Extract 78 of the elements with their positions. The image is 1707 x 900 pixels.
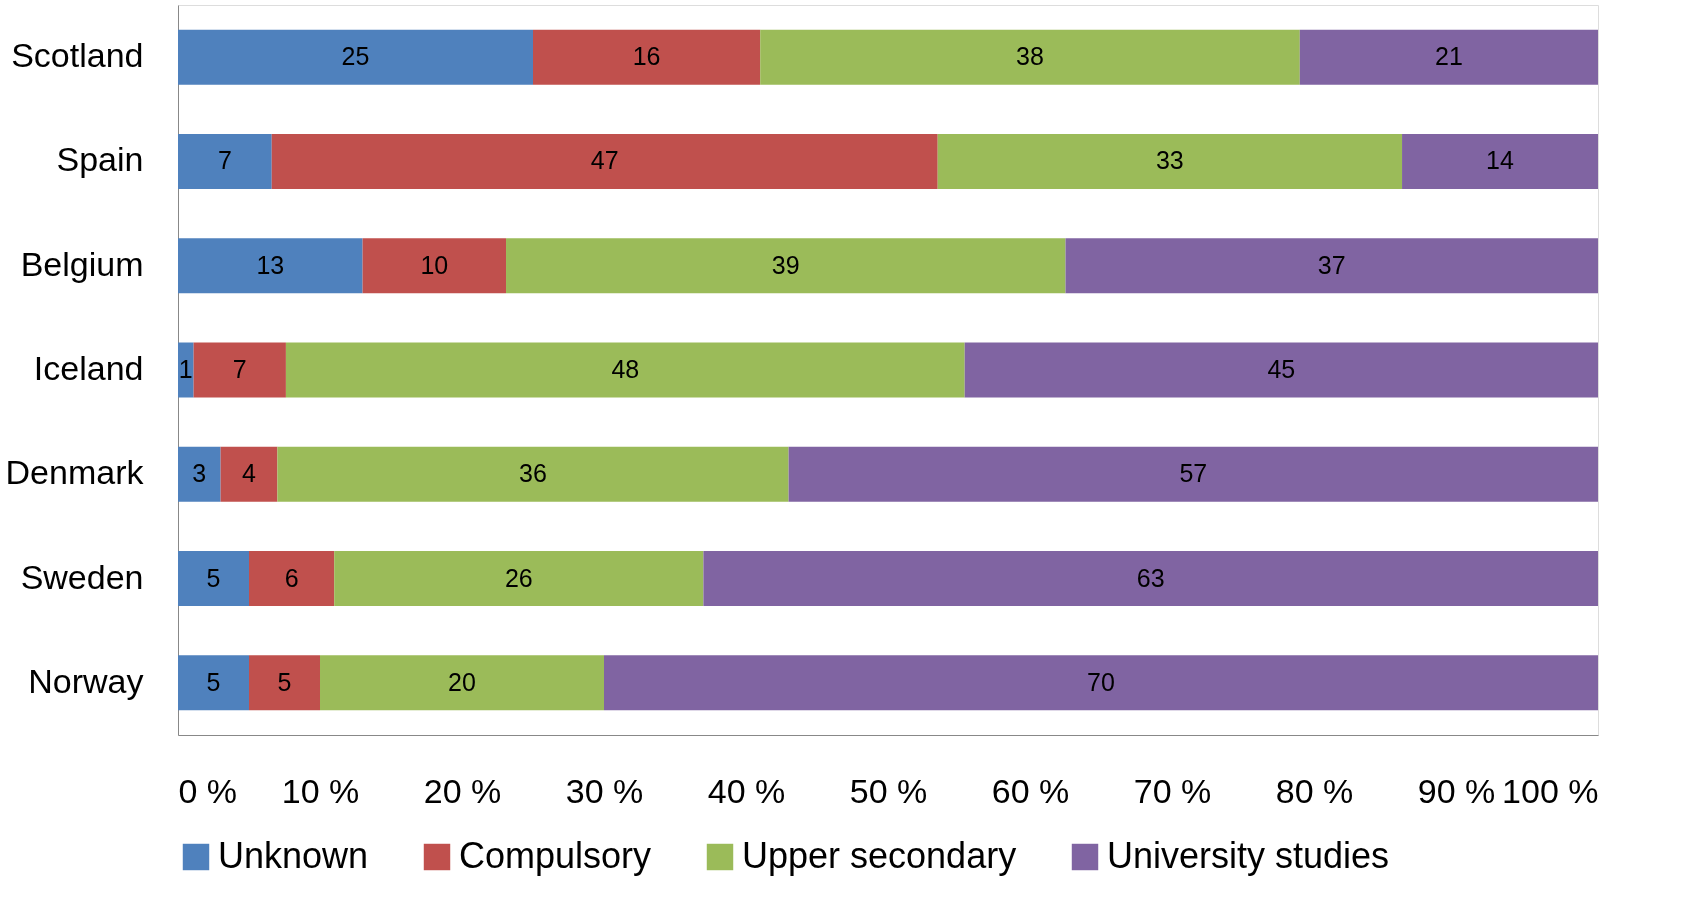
- bar: [178, 238, 363, 294]
- bar: [285, 342, 965, 398]
- legend-label: Compulsory: [459, 835, 652, 876]
- data-label: 5: [206, 563, 221, 592]
- bar: [271, 133, 938, 189]
- x-tick-label: 90 %: [1417, 771, 1496, 810]
- bar: [249, 551, 335, 607]
- data-label: 39: [771, 250, 800, 279]
- x-tick-label: 60 %: [991, 771, 1070, 810]
- bar: [788, 446, 1598, 502]
- y-tick-label: Sweden: [20, 557, 144, 596]
- x-tick-label: 30 %: [565, 771, 644, 810]
- bar: [178, 551, 249, 607]
- bar: [1402, 133, 1598, 189]
- y-tick-label: Spain: [56, 140, 144, 179]
- data-label: 47: [590, 146, 619, 175]
- data-label: 48: [611, 355, 640, 383]
- data-label: 20: [448, 667, 476, 696]
- bar: [249, 655, 320, 711]
- data-label: 7: [217, 146, 232, 175]
- bar: [533, 29, 761, 85]
- data-label: 3: [192, 459, 207, 488]
- bar: [760, 29, 1300, 85]
- y-tick-label: Norway: [28, 661, 144, 700]
- x-tick-label: 50 %: [849, 771, 928, 810]
- bar: [178, 655, 249, 711]
- bar: [178, 133, 272, 189]
- bar: [277, 446, 789, 502]
- data-label: 70: [1087, 667, 1115, 696]
- legend-label: University studies: [1107, 835, 1390, 876]
- bar: [1065, 238, 1598, 294]
- y-tick-label: Belgium: [20, 244, 144, 283]
- data-label: 16: [632, 42, 661, 71]
- data-label: 5: [277, 667, 292, 696]
- data-label: 4: [242, 459, 257, 488]
- bar: [964, 342, 1598, 398]
- bar: [604, 655, 1598, 711]
- data-label: 37: [1317, 250, 1346, 279]
- legend-label: Unknown: [218, 835, 369, 876]
- legend-label: Upper secondary: [742, 835, 1017, 876]
- y-tick-label: Iceland: [33, 349, 144, 387]
- data-label: 7: [232, 355, 247, 383]
- bar: [220, 446, 278, 502]
- data-label: 25: [341, 42, 370, 71]
- data-label: 45: [1267, 355, 1296, 383]
- data-label: 14: [1486, 146, 1515, 175]
- bar: [362, 238, 507, 294]
- data-label: 13: [256, 250, 285, 279]
- bar: [334, 551, 704, 607]
- data-label: 26: [504, 563, 533, 592]
- bar: [320, 655, 604, 711]
- x-tick-label: 10 %: [281, 771, 360, 810]
- bar: [178, 446, 221, 502]
- data-label: 57: [1179, 459, 1208, 488]
- bar: [178, 342, 194, 398]
- y-tick-label: Denmark: [5, 453, 145, 492]
- data-label: 63: [1136, 563, 1165, 592]
- bar: [193, 342, 286, 398]
- data-label: 6: [284, 563, 299, 592]
- x-tick-label: 70 %: [1133, 771, 1212, 810]
- bar: [506, 238, 1066, 294]
- x-tick-label: 80 %: [1275, 771, 1354, 810]
- data-label: 21: [1434, 42, 1463, 71]
- data-label: 38: [1016, 42, 1044, 71]
- data-label: 1: [178, 355, 193, 383]
- data-label: 10: [420, 250, 449, 279]
- x-tick-label: 0 %: [178, 771, 238, 810]
- x-tick-label: 100 %: [1502, 771, 1599, 810]
- data-label: 33: [1155, 146, 1184, 175]
- y-tick-label: Scotland: [11, 36, 144, 75]
- x-tick-label: 20 %: [423, 771, 502, 810]
- x-tick-label: 40 %: [707, 771, 786, 810]
- data-label: 36: [519, 459, 547, 488]
- bar: [937, 133, 1403, 189]
- bar: [178, 29, 533, 85]
- data-label: 5: [206, 667, 221, 696]
- bar: [703, 551, 1598, 607]
- bar: [1299, 29, 1598, 85]
